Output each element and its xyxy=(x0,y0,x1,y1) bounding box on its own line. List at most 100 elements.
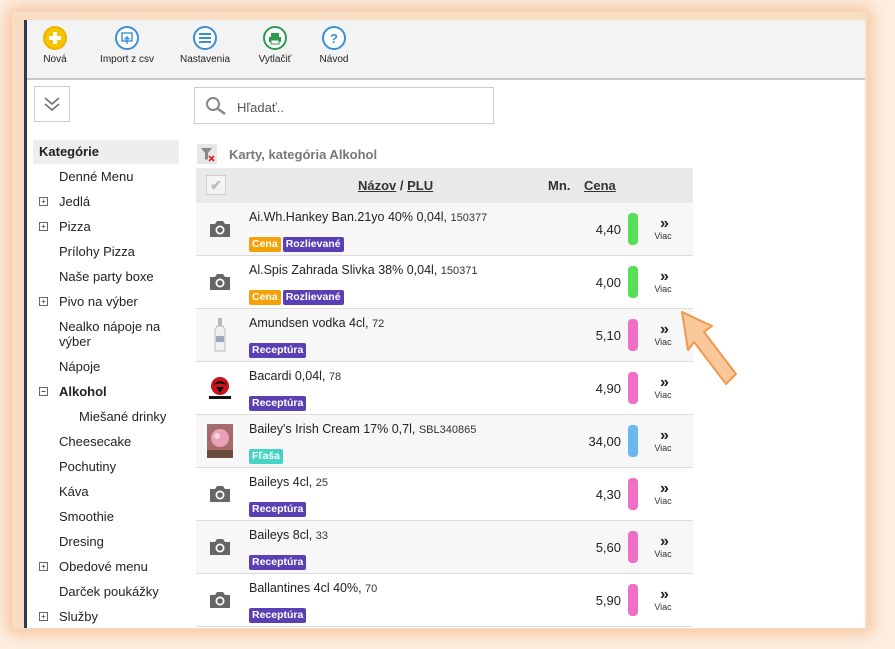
more-button[interactable]: » Viac xyxy=(648,215,678,242)
search-box[interactable] xyxy=(194,87,494,124)
expand-icon[interactable]: + xyxy=(39,197,48,206)
expand-icon[interactable]: + xyxy=(39,297,48,306)
color-indicator xyxy=(628,478,638,510)
table-row[interactable]: Amundsen vodka 4cl, 72 Receptúra 5,10 » Viac xyxy=(196,309,693,362)
sidebar-item[interactable]: + Jedlá xyxy=(33,189,179,214)
sidebar-item[interactable]: Smoothie xyxy=(33,504,179,529)
product-name[interactable]: Bailey's Irish Cream 17% 0,7l, SBL340865 xyxy=(249,422,476,436)
product-name[interactable]: Baileys 4cl, 25 xyxy=(249,475,328,489)
table-row[interactable]: Ai.Wh.Hankey Ban.21yo 40% 0,04l, 150377 C… xyxy=(196,203,693,256)
more-button[interactable]: » Viac xyxy=(648,533,678,560)
sort-by-price-link[interactable]: Cena xyxy=(584,178,616,193)
product-name[interactable]: Amundsen vodka 4cl, 72 xyxy=(249,316,384,330)
more-label: Viac xyxy=(654,602,672,612)
sort-by-plu-link[interactable]: PLU xyxy=(407,178,434,193)
product-name[interactable]: Al.Spis Zahrada Slivka 38% 0,04l, 150371 xyxy=(249,263,478,277)
product-badges: Receptúra xyxy=(249,340,308,358)
table-row[interactable]: Bacardi 0,04l, 78 Receptúra 4,90 » Viac xyxy=(196,362,693,415)
more-button[interactable]: » Viac xyxy=(648,587,678,613)
product-plu: 78 xyxy=(328,371,342,383)
more-button[interactable]: » Viac xyxy=(648,375,678,401)
new-button[interactable]: Nová xyxy=(35,26,75,65)
product-plu: 150377 xyxy=(450,212,488,224)
camera-icon xyxy=(207,481,233,507)
collapse-icon[interactable]: − xyxy=(39,387,48,396)
double-chevron-right-icon: » xyxy=(660,533,669,550)
product-price: 5,90 xyxy=(595,593,621,608)
table-header: ✔ Názov / PLU Mn. Cena xyxy=(196,168,693,203)
help-label: Návod xyxy=(319,54,349,65)
vodka-bottle-image xyxy=(207,318,233,352)
sidebar-item[interactable]: + Pizza xyxy=(33,214,179,239)
double-chevron-right-icon: » xyxy=(660,427,669,444)
sidebar-item[interactable]: Darček poukážky xyxy=(33,579,179,604)
product-name[interactable]: Ai.Wh.Hankey Ban.21yo 40% 0,04l, 150377 xyxy=(249,210,487,224)
sidebar-item[interactable]: Cheesecake xyxy=(33,429,179,454)
sort-by-name-link[interactable]: Názov xyxy=(358,178,397,193)
more-button[interactable]: » Viac xyxy=(648,322,678,348)
product-price: 5,10 xyxy=(595,328,621,343)
search-input[interactable] xyxy=(235,96,479,118)
sidebar-item[interactable]: Pochutiny xyxy=(33,454,179,479)
table-row[interactable]: Bailey's Irish Cream 17% 0,7l, SBL340865… xyxy=(196,415,693,468)
product-list: Ai.Wh.Hankey Ban.21yo 40% 0,04l, 150377 C… xyxy=(196,203,693,627)
sidebar-item-label: Prílohy Pizza xyxy=(59,244,135,259)
color-indicator xyxy=(628,531,638,563)
sidebar-item[interactable]: Nealko nápoje na výber xyxy=(33,314,179,354)
expand-icon[interactable]: + xyxy=(39,222,48,231)
more-label: Viac xyxy=(654,390,672,400)
sidebar-item[interactable]: Miešané drinky xyxy=(33,404,179,429)
table-row[interactable]: Ballantines 4cl 40%, 70 Receptúra 5,90 » Via… xyxy=(196,574,693,627)
status-badge: Receptúra xyxy=(249,502,307,517)
product-price: 34,00 xyxy=(588,434,621,449)
table-row[interactable]: Baileys 8cl, 33 Receptúra 5,60 » Viac xyxy=(196,521,693,574)
more-button[interactable]: » Viac xyxy=(648,480,678,507)
sidebar-item[interactable]: Prílohy Pizza xyxy=(33,239,179,264)
sidebar-item[interactable]: Káva xyxy=(33,479,179,504)
table-row[interactable]: Al.Spis Zahrada Slivka 38% 0,04l, 150371… xyxy=(196,256,693,309)
product-name[interactable]: Ballantines 4cl 40%, 70 xyxy=(249,581,377,595)
sidebar-item[interactable]: + Pivo na výber xyxy=(33,289,179,314)
help-button[interactable]: ? Návod xyxy=(315,26,353,65)
color-indicator xyxy=(628,213,638,245)
product-name[interactable]: Baileys 8cl, 33 xyxy=(249,528,328,542)
double-chevron-right-icon: » xyxy=(660,480,669,497)
sidebar-item[interactable]: + Služby xyxy=(33,604,179,628)
sidebar-item[interactable]: Nápoje xyxy=(33,354,179,379)
status-badge: Rozlievané xyxy=(282,237,344,252)
price-header[interactable]: Cena xyxy=(584,178,616,193)
sidebar-item-label: Káva xyxy=(59,484,89,499)
double-chevron-right-icon: » xyxy=(660,215,669,232)
product-plu: 150371 xyxy=(440,265,478,277)
more-label: Viac xyxy=(654,337,672,347)
sidebar-item[interactable]: Naše party boxe xyxy=(33,264,179,289)
sidebar-item-label: Naše party boxe xyxy=(59,269,154,284)
import-csv-button[interactable]: Import z csv xyxy=(95,26,159,65)
product-name[interactable]: Bacardi 0,04l, 78 xyxy=(249,369,341,383)
collapse-sidebar-button[interactable] xyxy=(34,86,70,122)
clear-filter-icon[interactable] xyxy=(197,144,217,164)
product-price: 5,60 xyxy=(595,540,621,555)
sidebar-item-label: Denné Menu xyxy=(59,169,134,184)
select-all-checkbox[interactable]: ✔ xyxy=(206,175,226,195)
table-row[interactable]: Baileys 4cl, 25 Receptúra 4,30 » Viac xyxy=(196,468,693,521)
more-label: Viac xyxy=(654,496,672,506)
print-button[interactable]: Vytlačiť xyxy=(253,26,297,65)
expand-icon[interactable]: + xyxy=(39,562,48,571)
product-name-text: Al.Spis Zahrada Slivka 38% 0,04l, xyxy=(249,263,441,277)
more-button[interactable]: » Viac xyxy=(648,269,678,295)
help-icon: ? xyxy=(322,26,346,50)
more-button[interactable]: » Viac xyxy=(648,427,678,454)
sidebar-item[interactable]: + Obedové menu xyxy=(33,554,179,579)
status-badge: Receptúra xyxy=(249,608,307,623)
sidebar-item[interactable]: Dresing xyxy=(33,529,179,554)
sidebar-item[interactable]: Denné Menu xyxy=(33,164,179,189)
settings-button[interactable]: Nastavenia xyxy=(177,26,233,65)
color-indicator xyxy=(628,266,638,298)
sidebar-item[interactable]: − Alkohol xyxy=(33,379,179,404)
sidebar-item-label: Pochutiny xyxy=(59,459,117,474)
product-name-text: Baileys 8cl, xyxy=(249,528,316,542)
sidebar-item-label: Obedové menu xyxy=(59,559,148,574)
expand-icon[interactable]: + xyxy=(39,612,48,621)
sidebar-item-label: Pivo na výber xyxy=(59,294,138,309)
